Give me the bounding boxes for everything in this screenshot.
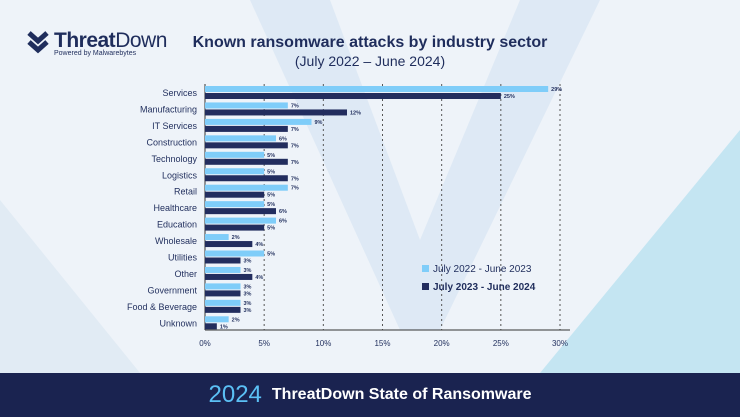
bar-2022-2023 (205, 316, 229, 323)
data-label: 4% (255, 242, 263, 248)
category-label: Education (157, 220, 197, 230)
legend-label: July 2023 - June 2024 (433, 282, 536, 293)
data-label: 4% (255, 275, 263, 281)
bar-2022-2023 (205, 86, 549, 92)
bar-2023-2024 (205, 257, 241, 264)
category-label: Other (174, 269, 197, 279)
footer-banner: 2024 ThreatDown State of Ransomware (0, 373, 740, 417)
bar-2022-2023 (205, 201, 265, 208)
data-label: 5% (267, 153, 275, 159)
category-label: Retail (174, 187, 197, 197)
bar-2023-2024 (205, 306, 241, 313)
x-tick-label: 30% (552, 339, 568, 348)
data-label: 7% (291, 127, 299, 133)
data-label: 1% (220, 324, 228, 330)
x-tick-label: 0% (199, 339, 211, 348)
x-tick-label: 5% (258, 339, 270, 348)
bar-chart: 0% 5% 10% 15% 20% 25% 30% Services 29% 25% Manufac… (127, 84, 570, 348)
bar-2022-2023 (205, 184, 288, 191)
bar-2023-2024 (205, 241, 253, 248)
bar-2022-2023 (205, 102, 288, 109)
bar-2023-2024 (205, 158, 288, 165)
chevron-logo-icon (27, 31, 49, 54)
logo-name-rest: Down (115, 29, 167, 52)
bar-2023-2024 (205, 191, 265, 198)
bar-2023-2024 (205, 175, 288, 182)
legend-swatch (422, 283, 429, 290)
data-label: 6% (279, 209, 287, 215)
logo-name-bold: Threat (54, 29, 116, 52)
bar-2022-2023 (205, 151, 265, 158)
data-label: 7% (291, 143, 299, 149)
bar-2023-2024 (205, 290, 241, 297)
data-label: 3% (244, 301, 252, 307)
bar-2022-2023 (205, 234, 229, 241)
data-label: 5% (267, 193, 275, 199)
data-label: 7% (291, 186, 299, 192)
data-label: 9% (315, 120, 323, 126)
data-label: 3% (244, 291, 252, 297)
bar-2023-2024 (205, 142, 288, 149)
category-label: Technology (151, 154, 197, 164)
category-label: Services (162, 88, 197, 98)
data-label: 5% (267, 202, 275, 208)
bar-2022-2023 (205, 283, 241, 290)
data-label: 3% (244, 259, 252, 265)
category-label: Food & Beverage (127, 302, 197, 312)
data-label: 5% (267, 252, 275, 258)
x-tick-label: 20% (434, 339, 450, 348)
footer-year: 2024 (208, 381, 262, 408)
category-label: Utilities (168, 253, 198, 263)
data-label: 7% (291, 176, 299, 182)
x-tick-label: 15% (374, 339, 390, 348)
category-label: Healthcare (153, 203, 197, 213)
data-label: 6% (279, 136, 287, 142)
bar-2022-2023 (205, 135, 276, 142)
x-tick-label: 25% (493, 339, 509, 348)
bar-2023-2024 (205, 93, 501, 99)
data-label: 2% (232, 235, 240, 241)
data-label: 3% (244, 308, 252, 314)
data-label: 3% (244, 268, 252, 274)
bar-2022-2023 (205, 168, 265, 175)
bar-2023-2024 (205, 109, 347, 116)
bar-2023-2024 (205, 224, 265, 231)
data-label: 2% (232, 317, 240, 323)
legend-label: July 2022 - June 2023 (433, 264, 532, 275)
bar-2023-2024 (205, 125, 288, 132)
footer-text: ThreatDown State of Ransomware (271, 386, 532, 403)
chart-subtitle: (July 2022 – June 2024) (294, 53, 446, 69)
category-label: Logistics (162, 170, 198, 180)
data-label: 6% (279, 219, 287, 225)
chart-title: Known ransomware attacks by industry sec… (192, 34, 548, 51)
category-label: Government (147, 285, 197, 295)
category-label: Wholesale (155, 236, 197, 246)
logo-tagline: Powered by Malwarebytes (54, 50, 137, 57)
bar-2023-2024 (205, 323, 217, 330)
bar-2023-2024 (205, 208, 276, 215)
category-label: Manufacturing (140, 104, 197, 114)
background-decoration (0, 0, 740, 373)
x-tick-label: 10% (315, 339, 331, 348)
bar-2022-2023 (205, 299, 241, 306)
data-label: 12% (350, 110, 361, 116)
data-label: 3% (244, 284, 252, 290)
data-label: 7% (291, 160, 299, 166)
bar-2022-2023 (205, 118, 312, 125)
bar-2022-2023 (205, 217, 276, 224)
bar-2022-2023 (205, 266, 241, 273)
category-label: IT Services (152, 121, 197, 131)
threatdown-logo: ThreatDown Powered by Malwarebytes (26, 30, 167, 57)
bar-2022-2023 (205, 250, 265, 257)
data-label: 5% (267, 226, 275, 232)
data-label: 7% (291, 103, 299, 109)
data-label: 29% (551, 87, 562, 93)
category-label: Unknown (159, 318, 197, 328)
data-label: 5% (267, 169, 275, 175)
legend-swatch (422, 265, 429, 272)
bar-2023-2024 (205, 273, 253, 280)
data-label: 25% (504, 94, 515, 100)
category-label: Construction (146, 137, 197, 147)
